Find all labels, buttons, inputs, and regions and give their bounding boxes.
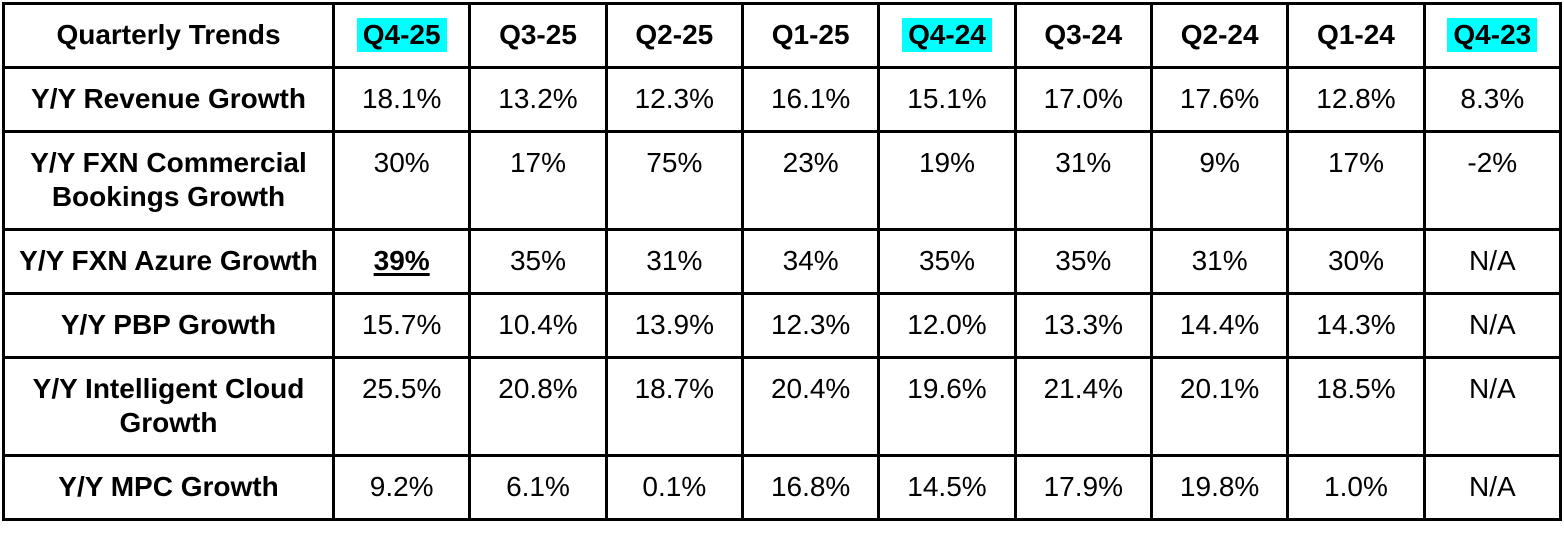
value-cell: 1.0% — [1286, 454, 1426, 521]
value-cell: 35% — [468, 228, 608, 295]
row-label-revenue-growth: Y/Y Revenue Growth — [2, 66, 335, 133]
value-cell: 13.9% — [604, 292, 744, 359]
value-cell: 8.3% — [1422, 66, 1563, 133]
value-cell: 18.5% — [1286, 356, 1426, 457]
header-row: Quarterly Trends Q4-25 Q3-25 Q2-25 Q1-25… — [2, 2, 1563, 69]
value-cell: 20.8% — [468, 356, 608, 457]
value-cell: 25.5% — [331, 356, 472, 457]
value-cell: 17% — [468, 130, 608, 231]
row-label-mpc-growth: Y/Y MPC Growth — [2, 454, 335, 521]
value-cell: 21.4% — [1013, 356, 1153, 457]
value-cell: N/A — [1422, 292, 1563, 359]
quarter-label: Q3-24 — [1044, 19, 1123, 50]
value-cell: 9.2% — [331, 454, 472, 521]
header-cell-q1-25: Q1-25 — [740, 2, 881, 69]
highlighted-quarter-label: Q4-24 — [902, 18, 992, 52]
quarter-label: Q2-25 — [635, 19, 714, 50]
header-cell-q1-24: Q1-24 — [1286, 2, 1426, 69]
quarter-label: Q3-25 — [499, 19, 577, 50]
value-cell: 19.8% — [1149, 454, 1290, 521]
table-row-pbp-growth: Y/Y PBP Growth 15.7% 10.4% 13.9% 12.3% 1… — [2, 292, 1563, 359]
value-cell: N/A — [1422, 454, 1563, 521]
highlighted-quarter-label: Q4-25 — [356, 18, 447, 52]
value-cell: 16.8% — [740, 454, 881, 521]
value-cell: 13.3% — [1013, 292, 1153, 359]
value-cell: 12.0% — [877, 292, 1017, 359]
table-row-mpc-growth: Y/Y MPC Growth 9.2% 6.1% 0.1% 16.8% 14.5… — [2, 454, 1563, 521]
value-cell: 14.5% — [877, 454, 1017, 521]
value-cell: 0.1% — [604, 454, 744, 521]
header-cell-q3-24: Q3-24 — [1013, 2, 1153, 69]
value-cell: 17% — [1286, 130, 1426, 231]
value-cell: 35% — [877, 228, 1017, 295]
quarter-label: Q1-25 — [771, 19, 850, 50]
value-cell: 23% — [740, 130, 881, 231]
value-cell: 17.0% — [1013, 66, 1153, 133]
value-cell: 10.4% — [468, 292, 608, 359]
value-cell: N/A — [1422, 228, 1563, 295]
header-cell-q4-24: Q4-24 — [877, 2, 1017, 69]
value-cell: -2% — [1422, 130, 1563, 231]
table-row-fxn-commercial-bookings-growth: Y/Y FXN Commercial Bookings Growth 30% 1… — [2, 130, 1563, 231]
value-cell: 34% — [740, 228, 881, 295]
value-cell: 14.3% — [1286, 292, 1426, 359]
value-cell: 19% — [877, 130, 1017, 231]
value-cell: N/A — [1422, 356, 1563, 457]
header-cell-q2-25: Q2-25 — [604, 2, 744, 69]
row-label-pbp-growth: Y/Y PBP Growth — [2, 292, 335, 359]
value-cell: 17.6% — [1149, 66, 1290, 133]
header-cell-q4-23: Q4-23 — [1422, 2, 1563, 69]
quarterly-trends-table: Quarterly Trends Q4-25 Q3-25 Q2-25 Q1-25… — [2, 2, 1563, 521]
highlighted-quarter-label: Q4-23 — [1447, 18, 1538, 52]
table-row-intelligent-cloud-growth: Y/Y Intelligent Cloud Growth 25.5% 20.8%… — [2, 356, 1563, 457]
value-cell: 35% — [1013, 228, 1153, 295]
value-cell-emphasized: 39% — [331, 228, 472, 295]
row-label-fxn-commercial-bookings-growth: Y/Y FXN Commercial Bookings Growth — [2, 130, 335, 231]
value-cell: 12.3% — [740, 292, 881, 359]
value-cell: 18.7% — [604, 356, 744, 457]
value-cell: 20.1% — [1149, 356, 1290, 457]
quarter-label: Q1-24 — [1317, 19, 1395, 50]
header-cell-q2-24: Q2-24 — [1149, 2, 1290, 69]
row-label-intelligent-cloud-growth: Y/Y Intelligent Cloud Growth — [2, 356, 335, 457]
value-cell: 30% — [1286, 228, 1426, 295]
value-cell: 16.1% — [740, 66, 881, 133]
value-cell: 30% — [331, 130, 472, 231]
value-cell: 19.6% — [877, 356, 1017, 457]
row-label-fxn-azure-growth: Y/Y FXN Azure Growth — [2, 228, 335, 295]
value-cell: 15.7% — [331, 292, 472, 359]
value-cell: 31% — [1013, 130, 1153, 231]
header-cell-q4-25: Q4-25 — [331, 2, 472, 69]
value-cell: 20.4% — [740, 356, 881, 457]
value-cell: 9% — [1149, 130, 1290, 231]
quarter-label: Q2-24 — [1180, 19, 1259, 50]
value-cell: 75% — [604, 130, 744, 231]
emphasized-value: 39% — [373, 245, 430, 276]
value-cell: 13.2% — [468, 66, 608, 133]
value-cell: 31% — [604, 228, 744, 295]
table-row-revenue-growth: Y/Y Revenue Growth 18.1% 13.2% 12.3% 16.… — [2, 66, 1563, 133]
value-cell: 31% — [1149, 228, 1290, 295]
value-cell: 12.8% — [1286, 66, 1426, 133]
table-row-fxn-azure-growth: Y/Y FXN Azure Growth 39% 35% 31% 34% 35%… — [2, 228, 1563, 295]
value-cell: 17.9% — [1013, 454, 1153, 521]
value-cell: 18.1% — [331, 66, 472, 133]
value-cell: 6.1% — [468, 454, 608, 521]
value-cell: 15.1% — [877, 66, 1017, 133]
header-cell-q3-25: Q3-25 — [468, 2, 608, 69]
value-cell: 14.4% — [1149, 292, 1290, 359]
table-title: Quarterly Trends — [2, 2, 335, 69]
value-cell: 12.3% — [604, 66, 744, 133]
